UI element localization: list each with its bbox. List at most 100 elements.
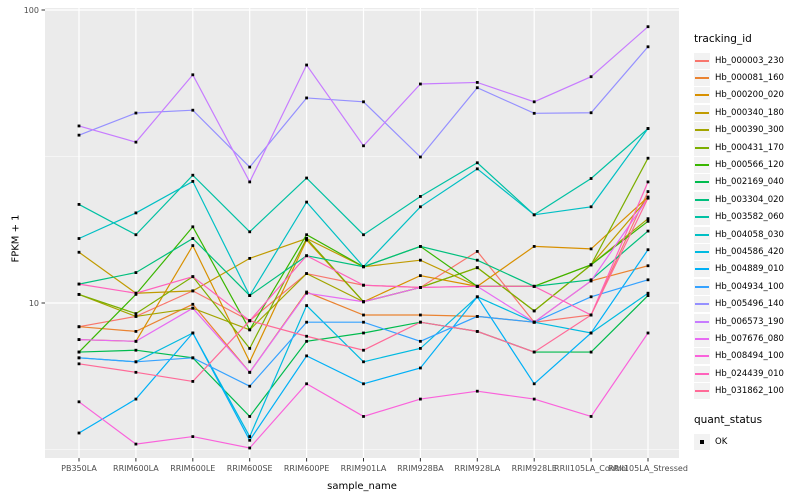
series-line-icon bbox=[695, 372, 709, 375]
legend-item-tracking: Hb_004934_100 bbox=[694, 278, 800, 295]
x-tick-label: RRIM928LE bbox=[512, 464, 557, 473]
series-color-key-icon bbox=[694, 348, 710, 365]
legend-item-label: OK bbox=[715, 436, 728, 447]
data-point-marker bbox=[305, 96, 308, 100]
data-point-marker bbox=[191, 306, 195, 310]
data-point-marker bbox=[589, 75, 593, 79]
data-point-marker bbox=[134, 211, 138, 215]
data-point-marker bbox=[419, 346, 422, 350]
x-tick-label: RRIM600LE bbox=[170, 464, 215, 473]
legend-item-tracking: Hb_004586_420 bbox=[694, 243, 800, 260]
data-point-marker bbox=[475, 315, 479, 318]
data-point-marker bbox=[362, 415, 365, 418]
series-color-key-icon bbox=[694, 52, 710, 69]
series-line-icon bbox=[695, 337, 709, 340]
series-color-key-icon bbox=[694, 243, 710, 260]
data-point-marker bbox=[532, 397, 536, 401]
legend-item-label: Hb_007676_080 bbox=[715, 333, 784, 344]
series-color-key-icon bbox=[694, 122, 710, 139]
series-line-icon bbox=[695, 181, 709, 184]
legend-item-label: Hb_004586_420 bbox=[715, 246, 784, 257]
x-tick-label: RRII105LA_Stressed bbox=[608, 464, 688, 473]
data-point-marker bbox=[77, 362, 81, 366]
data-point-marker bbox=[419, 205, 422, 209]
legend-item-label: Hb_000431_170 bbox=[715, 142, 784, 153]
data-point-marker bbox=[646, 45, 650, 49]
data-point-marker bbox=[646, 25, 650, 29]
data-point-marker bbox=[475, 81, 479, 84]
data-point-marker bbox=[77, 400, 81, 404]
data-point-marker bbox=[475, 389, 479, 393]
data-point-marker bbox=[589, 263, 593, 267]
data-point-marker bbox=[532, 245, 536, 248]
x-tick-label: RRIM600LA bbox=[113, 464, 159, 473]
legend-item-tracking: Hb_002169_040 bbox=[694, 174, 800, 191]
data-point-marker bbox=[419, 245, 422, 248]
data-point-marker bbox=[646, 196, 650, 200]
legend-item-label: Hb_000081_160 bbox=[715, 73, 784, 84]
data-point-marker bbox=[589, 279, 593, 283]
series-line-icon bbox=[695, 250, 709, 253]
data-point-marker bbox=[77, 292, 81, 296]
data-point-marker bbox=[191, 237, 195, 240]
data-point-marker bbox=[305, 382, 308, 386]
series-color-key-icon bbox=[694, 104, 710, 121]
series-color-key-icon bbox=[694, 209, 710, 226]
legend-title-tracking-id: tracking_id bbox=[694, 33, 752, 45]
data-point-marker bbox=[191, 73, 195, 77]
data-point-marker bbox=[134, 140, 138, 144]
data-point-marker bbox=[589, 247, 593, 251]
data-point-marker bbox=[191, 289, 195, 293]
data-point-marker bbox=[475, 295, 479, 299]
data-point-marker bbox=[77, 338, 81, 342]
data-point-marker bbox=[532, 320, 536, 324]
data-point-marker bbox=[134, 370, 138, 374]
legend-item-label: Hb_004058_030 bbox=[715, 229, 784, 240]
x-tick-label: RRIM600SE bbox=[227, 464, 273, 473]
data-point-marker bbox=[248, 319, 252, 323]
legend-item-label: Hb_005496_140 bbox=[715, 299, 784, 310]
series-color-key-icon bbox=[694, 157, 710, 174]
series-color-key-icon bbox=[694, 383, 710, 400]
data-point-marker bbox=[248, 438, 252, 442]
data-point-marker bbox=[134, 111, 138, 115]
legend-item-tracking: Hb_008494_100 bbox=[694, 348, 800, 365]
data-point-marker bbox=[646, 331, 650, 335]
data-point-marker bbox=[419, 195, 422, 198]
data-point-marker bbox=[305, 233, 308, 237]
data-point-marker bbox=[419, 366, 422, 370]
data-point-marker bbox=[248, 435, 252, 438]
data-point-marker bbox=[248, 415, 252, 418]
data-point-marker bbox=[362, 300, 365, 304]
series-line-icon bbox=[695, 390, 709, 393]
legend-item-tracking: Hb_000003_230 bbox=[694, 52, 800, 69]
data-point-marker bbox=[646, 190, 650, 193]
series-color-key-icon bbox=[694, 174, 710, 191]
legend-item-label: Hb_003582_060 bbox=[715, 212, 784, 223]
data-point-marker bbox=[248, 360, 252, 364]
data-point-marker bbox=[646, 294, 650, 297]
legend-item-label: Hb_031862_100 bbox=[715, 386, 784, 397]
data-point-marker bbox=[419, 397, 422, 401]
data-point-marker bbox=[589, 313, 593, 317]
data-point-marker bbox=[475, 284, 479, 288]
legend-item-label: Hb_008494_100 bbox=[715, 351, 784, 362]
data-point-marker bbox=[77, 203, 81, 206]
data-point-marker bbox=[248, 346, 252, 350]
series-line-icon bbox=[695, 146, 709, 149]
data-point-marker bbox=[419, 82, 422, 86]
data-point-marker bbox=[589, 331, 593, 335]
data-point-marker bbox=[475, 161, 479, 165]
black-square-marker-icon bbox=[700, 439, 704, 444]
data-point-marker bbox=[419, 286, 422, 289]
legend-item-label: Hb_004889_010 bbox=[715, 264, 784, 275]
series-line-icon bbox=[695, 77, 709, 80]
data-point-marker bbox=[77, 133, 81, 137]
series-line-icon bbox=[695, 355, 709, 358]
data-point-marker bbox=[305, 291, 308, 295]
data-point-marker bbox=[248, 446, 252, 450]
legend-title-quant-status: quant_status bbox=[694, 413, 763, 426]
series-color-key-icon bbox=[694, 313, 710, 330]
series-color-key-icon bbox=[694, 139, 710, 156]
